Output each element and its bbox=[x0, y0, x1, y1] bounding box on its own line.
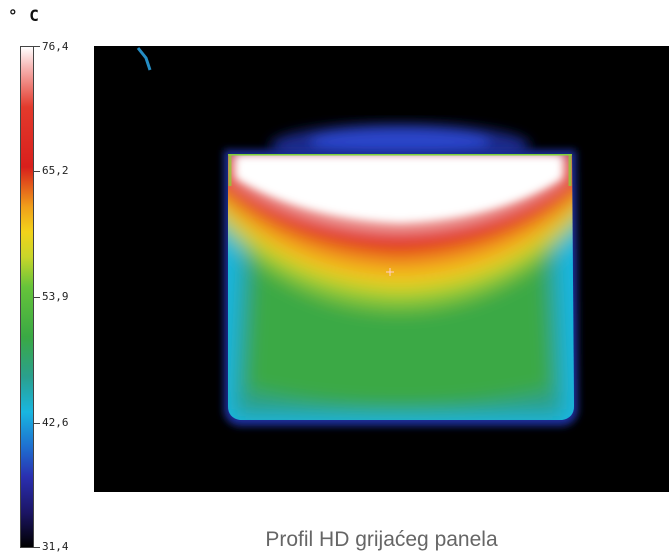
scale-tick bbox=[34, 297, 40, 298]
panel-heat-map bbox=[228, 154, 574, 420]
scale-min-label: 31,4 bbox=[42, 540, 69, 553]
scale-tick bbox=[34, 46, 40, 47]
scale-label-54: 53,9 bbox=[42, 290, 69, 303]
color-scale-bar bbox=[20, 46, 34, 548]
scale-label-43: 42,6 bbox=[42, 416, 69, 429]
thermal-artifact bbox=[136, 47, 152, 71]
image-caption: Profil HD grijaćeg panela bbox=[265, 528, 498, 551]
scale-tick bbox=[34, 547, 40, 548]
scale-max-label: 76,4 bbox=[42, 40, 69, 53]
scale-tick bbox=[34, 171, 40, 172]
temperature-unit-label: ° C bbox=[8, 6, 40, 25]
scale-label-65: 65,2 bbox=[42, 164, 69, 177]
scale-tick bbox=[34, 423, 40, 424]
thermal-image bbox=[94, 46, 669, 492]
crosshair-marker bbox=[386, 268, 394, 276]
